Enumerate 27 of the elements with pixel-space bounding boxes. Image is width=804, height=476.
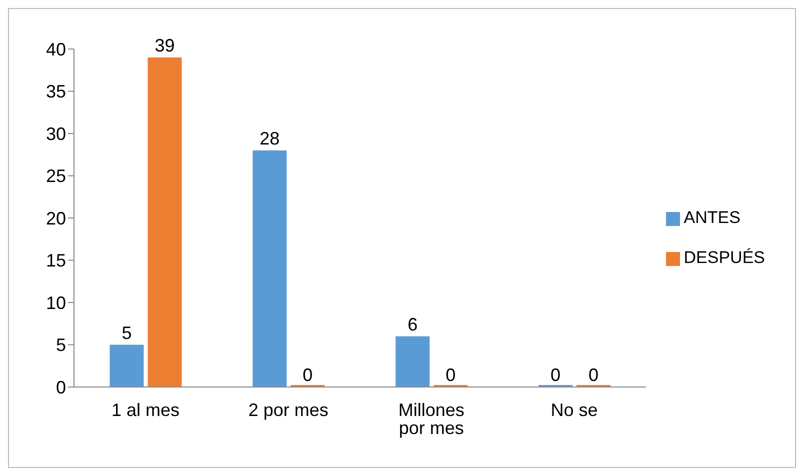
y-tick-label: 40 bbox=[46, 39, 66, 60]
x-tick-label: Millones por mes bbox=[398, 400, 464, 438]
y-tick-label: 15 bbox=[46, 250, 66, 271]
data-label: 5 bbox=[122, 322, 132, 343]
y-tick-label: 20 bbox=[46, 208, 66, 228]
data-label: 39 bbox=[154, 35, 175, 56]
bar bbox=[252, 150, 287, 387]
y-tick-label: 35 bbox=[46, 82, 66, 102]
x-tick-label: 2 por mes bbox=[248, 400, 328, 420]
legend-label: ANTES bbox=[684, 208, 740, 227]
x-tick-label: No se bbox=[550, 400, 598, 420]
y-tick-label: 10 bbox=[46, 292, 66, 313]
x-tick-label: 1 al mes bbox=[111, 400, 180, 420]
data-label: 0 bbox=[446, 365, 456, 385]
data-label: 6 bbox=[408, 314, 418, 334]
legend-label: DESPUÉS bbox=[684, 248, 765, 267]
data-label: 28 bbox=[260, 128, 280, 148]
y-tick-label: 0 bbox=[56, 377, 66, 398]
bar bbox=[110, 344, 144, 387]
data-label: 0 bbox=[550, 365, 561, 385]
y-tick-label: 30 bbox=[46, 124, 66, 144]
data-label: 0 bbox=[302, 365, 313, 385]
bar bbox=[148, 57, 182, 387]
y-tick-label: 25 bbox=[46, 166, 66, 186]
y-tick-label: 5 bbox=[56, 335, 66, 356]
data-label: 0 bbox=[588, 365, 599, 385]
bar bbox=[396, 336, 430, 387]
